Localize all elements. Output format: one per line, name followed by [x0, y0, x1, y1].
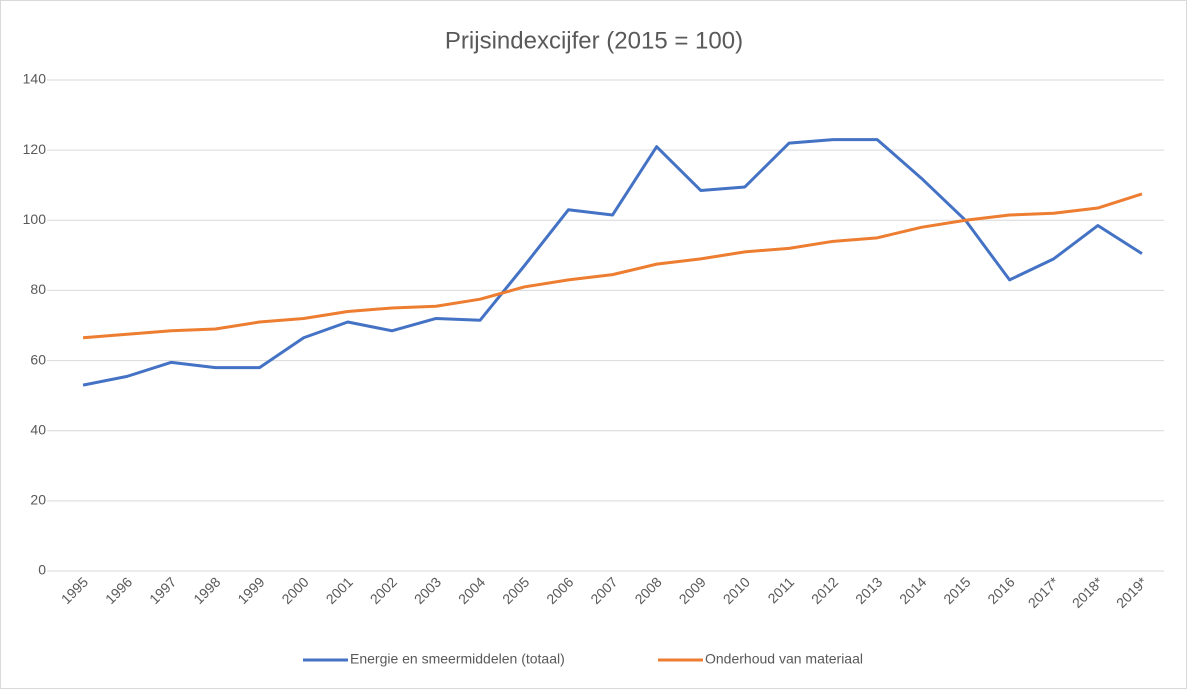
- y-tick-label: 20: [30, 492, 46, 508]
- y-tick-label: 60: [30, 351, 46, 367]
- y-tick-label: 0: [38, 562, 46, 578]
- y-tick-label: 140: [23, 71, 47, 87]
- y-tick-label: 40: [30, 421, 46, 437]
- chart-title: Prijsindexcijfer (2015 = 100): [445, 27, 743, 54]
- legend-label: Onderhoud van materiaal: [705, 651, 863, 667]
- series-line: [82, 192, 1143, 340]
- y-tick-label: 80: [30, 281, 46, 297]
- y-tick-label: 120: [23, 141, 47, 157]
- legend-label: Energie en smeermiddelen (totaal): [350, 651, 565, 667]
- y-tick-label: 100: [23, 211, 47, 227]
